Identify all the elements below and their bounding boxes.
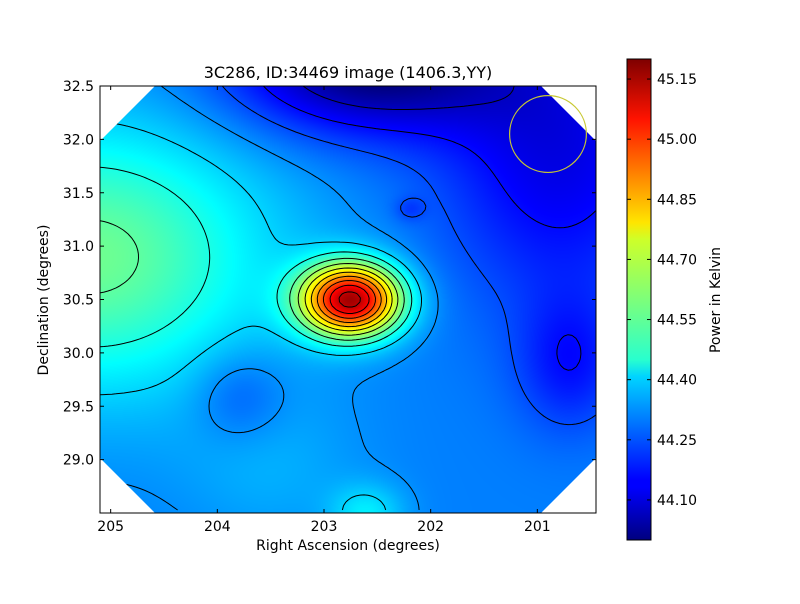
x-tick-label: 203 [311,519,338,535]
beam-circle-marker [509,95,588,174]
y-tick-label: 29.0 [63,453,94,469]
y-tick-label: 32.5 [63,79,94,95]
colorbar-tick-label: 44.10 [657,493,697,509]
y-tick-label: 29.5 [63,399,94,415]
x-tick-label: 204 [204,519,231,535]
contour-line [304,267,393,332]
y-tick-label: 31.5 [63,186,94,202]
plot-area [100,86,596,513]
colorbar-tick-label: 44.85 [657,192,697,208]
colorbar-tick-label: 44.40 [657,373,697,389]
x-tick-label: 201 [524,519,551,535]
contour-line [329,284,370,314]
x-tick-label: 202 [417,519,444,535]
x-axis: 205 204 203 202 201 [97,86,551,535]
contour-line [297,263,399,336]
contour-line [100,220,405,341]
y-tick-label: 30.5 [63,293,94,309]
corner-mask [100,458,155,513]
corner-mask [100,86,155,141]
colorbar-ticks: 44.10 44.25 44.40 44.55 44.70 44.85 45.00 45.15 [627,72,697,509]
heatmap-image [100,86,596,513]
corner-masks [100,86,596,513]
chart-title: 3C286, ID:34469 image (1406.3,YY) [204,63,493,82]
contour-lines [100,86,596,511]
contour-line [221,86,596,426]
colorbar-tick-label: 44.25 [657,433,697,449]
x-tick-label: 205 [97,519,124,535]
colorbar-tick-label: 45.15 [657,72,697,88]
contour-line [310,271,388,328]
contour-line [100,86,439,511]
x-axis-label: Right Ascension (degrees) [256,538,440,554]
contour-line [316,275,382,323]
y-tick-label: 31.0 [63,239,94,255]
corner-mask [541,86,596,141]
colorbar-tick-label: 45.00 [657,132,697,148]
corner-mask [541,458,596,513]
y-tick-label: 30.0 [63,346,94,362]
contour-line [100,166,413,348]
y-axis-label: Declination (degrees) [36,225,52,376]
colorbar-tick-label: 44.70 [657,252,697,268]
contour-line [338,291,361,308]
contour-line [322,280,376,319]
y-tick-label: 32.0 [63,132,94,148]
colorbar-tick-label: 44.55 [657,313,697,329]
colorbar [626,58,652,541]
y-axis: 29.0 29.5 30.0 30.5 31.0 31.5 32.0 32.5 [63,79,596,469]
colorbar-label: Power in Kelvin [708,247,724,353]
